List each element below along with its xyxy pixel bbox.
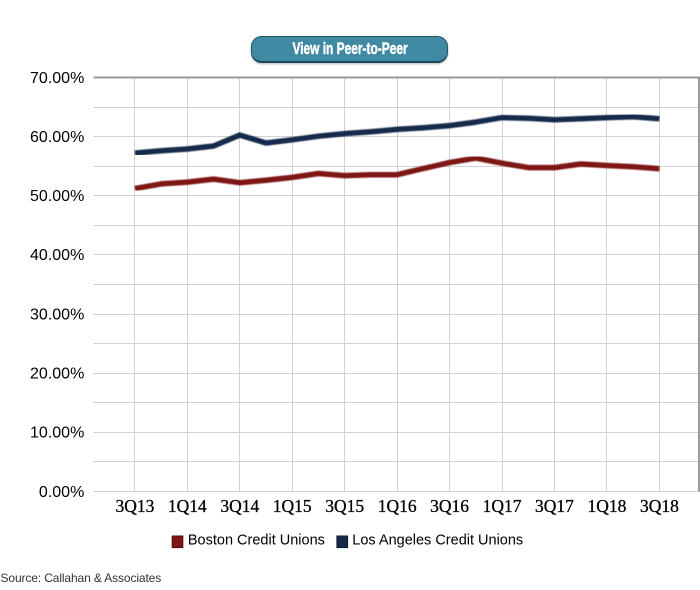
svg-text:3Q15: 3Q15 (325, 496, 364, 516)
svg-text:Boston Credit Unions: Boston Credit Unions (188, 532, 325, 548)
svg-text:1Q14: 1Q14 (168, 496, 207, 516)
svg-text:3Q18: 3Q18 (640, 496, 679, 516)
svg-text:Source: Callahan & Associates: Source: Callahan & Associates (1, 571, 162, 585)
svg-text:3Q13: 3Q13 (115, 496, 154, 516)
svg-text:3Q16: 3Q16 (430, 496, 469, 516)
svg-text:Los Angeles Credit Unions: Los Angeles Credit Unions (352, 532, 523, 548)
svg-text:30.00%: 30.00% (30, 306, 84, 323)
svg-text:1Q18: 1Q18 (588, 496, 627, 516)
svg-text:20.00%: 20.00% (30, 366, 84, 383)
svg-text:50.00%: 50.00% (30, 188, 84, 205)
svg-text:0.00%: 0.00% (39, 484, 84, 501)
svg-text:3Q14: 3Q14 (220, 496, 259, 516)
svg-text:70.00%: 70.00% (30, 70, 84, 87)
svg-text:40.00%: 40.00% (30, 247, 84, 264)
svg-text:1Q16: 1Q16 (378, 496, 417, 516)
svg-text:60.00%: 60.00% (30, 129, 84, 146)
svg-text:1Q15: 1Q15 (273, 496, 312, 516)
svg-text:10.00%: 10.00% (30, 425, 84, 442)
svg-text:3Q17: 3Q17 (535, 496, 574, 516)
svg-text:1Q17: 1Q17 (483, 496, 522, 516)
